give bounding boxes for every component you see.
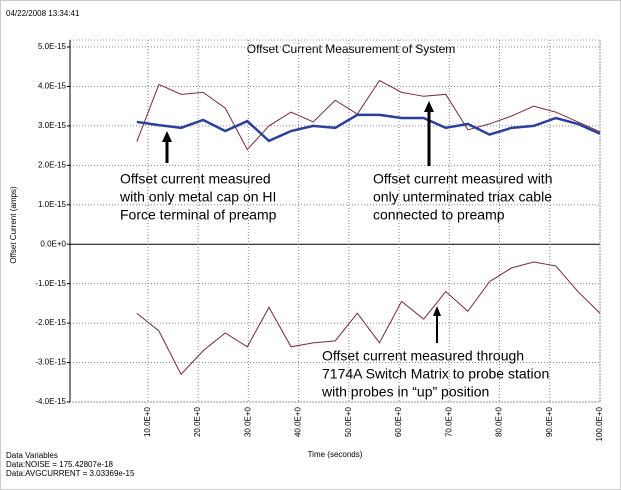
x-tick-label: 90.0E+0 xyxy=(545,406,554,437)
x-axis-label: Time (seconds) xyxy=(308,450,363,459)
plot-area: 5.0E-15 4.0E-15 3.0E-15 2.0E-15 1.0E-15 0.0E+… xyxy=(35,39,604,441)
footer-line: Data:AVGCURRENT = 3.03369e-15 xyxy=(6,469,135,478)
annotation: with probes in “up” position xyxy=(321,384,489,400)
series-line xyxy=(136,79,601,151)
annotation: Force terminal of preamp xyxy=(120,207,277,223)
y-tick-label: -3.0E-15 xyxy=(35,358,66,367)
x-tick-label: 50.0E+0 xyxy=(344,406,353,437)
x-tick-label: 100.0E+0 xyxy=(595,406,604,441)
arrow-head xyxy=(433,306,441,316)
x-tick-label: 80.0E+0 xyxy=(495,406,504,437)
series-line xyxy=(136,261,601,376)
y-tick-label: 4.0E-15 xyxy=(38,82,67,91)
x-tick-label: 20.0E+0 xyxy=(193,406,202,437)
annotation: Offset current measured xyxy=(120,171,271,187)
y-tick-label: -2.0E-15 xyxy=(35,318,66,327)
y-tick-label: 3.0E-15 xyxy=(38,121,67,130)
x-tick-label: 10.0E+0 xyxy=(143,406,152,437)
chart-title: Offset Current Measurement of System xyxy=(247,42,456,56)
footer-line: Data:NOISE = 175.42807e-18 xyxy=(6,460,114,469)
annotation: Offset current measured through xyxy=(322,348,524,364)
series-line xyxy=(136,113,601,143)
timestamp: 04/22/2008 13:34:41 xyxy=(6,9,80,18)
y-tick-label: -1.0E-15 xyxy=(35,279,66,288)
y-tick-label: 0.0E+0 xyxy=(40,239,66,248)
annotation: with only metal cap on HI xyxy=(119,189,276,205)
y-axis-label: Offset Current (amps) xyxy=(9,186,18,264)
x-tick-label: 30.0E+0 xyxy=(243,406,252,437)
y-tick-label: 5.0E-15 xyxy=(38,42,67,51)
x-tick-label: 60.0E+0 xyxy=(394,406,403,437)
footer-line: Data Variables xyxy=(6,451,58,460)
annotation: only unterminated triax cable xyxy=(373,189,552,205)
annotation: Offset current measured with xyxy=(373,171,552,187)
annotation: 7174A Switch Matrix to probe station xyxy=(322,366,549,382)
y-tick-label: -4.0E-15 xyxy=(35,397,66,406)
x-tick-label: 40.0E+0 xyxy=(294,406,303,437)
annotations: Offset current measured with only metal … xyxy=(119,101,552,400)
arrow-head xyxy=(162,131,172,142)
arrow-head xyxy=(424,101,434,112)
x-tick-label: 70.0E+0 xyxy=(444,406,453,437)
annotation: connected to preamp xyxy=(373,207,505,223)
y-tick-label: 1.0E-15 xyxy=(38,200,67,209)
y-tick-label: 2.0E-15 xyxy=(38,160,67,169)
